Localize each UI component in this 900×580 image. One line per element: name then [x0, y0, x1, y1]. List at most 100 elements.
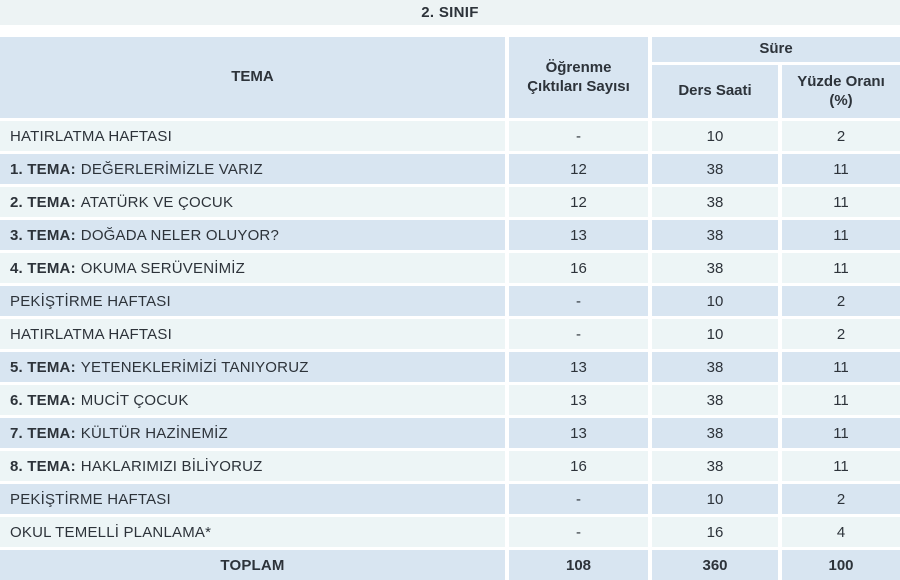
- table-row: 8. TEMA: HAKLARIMIZI BİLİYORUZ 16 38 11: [0, 451, 900, 481]
- ders-saati-cell: 38: [652, 451, 778, 481]
- column-header-tema: TEMA: [0, 37, 505, 118]
- tema-number-prefix: 2. TEMA:: [10, 193, 76, 211]
- yuzde-orani-cell: 11: [782, 253, 900, 283]
- ders-saati-cell: 38: [652, 352, 778, 382]
- ders-saati-cell: 38: [652, 220, 778, 250]
- tema-label: DOĞADA NELER OLUYOR?: [80, 226, 280, 244]
- tema-label: TOPLAM: [220, 556, 285, 574]
- table-row: PEKİŞTİRME HAFTASI - 10 2: [0, 286, 900, 316]
- table-row: OKUL TEMELLİ PLANLAMA* - 16 4: [0, 517, 900, 547]
- table-row: 2. TEMA: ATATÜRK VE ÇOCUK 12 38 11: [0, 187, 900, 217]
- tema-number-prefix: 4. TEMA:: [10, 259, 76, 277]
- tema-label: ATATÜRK VE ÇOCUK: [80, 193, 234, 211]
- yuzde-orani-cell: 11: [782, 418, 900, 448]
- outcomes-count-cell: 16: [509, 253, 648, 283]
- outcomes-count-cell: 13: [509, 220, 648, 250]
- tema-number-prefix: 8. TEMA:: [10, 457, 76, 475]
- tema-number-prefix: 5. TEMA:: [10, 358, 76, 376]
- outcomes-header-line1: Öğrenme: [545, 58, 612, 76]
- tema-cell: PEKİŞTİRME HAFTASI: [0, 286, 505, 316]
- ders-saati-cell: 38: [652, 253, 778, 283]
- table-body: HATIRLATMA HAFTASI - 10 2 1. TEMA: DEĞER…: [0, 121, 900, 580]
- yuzde-orani-cell: 100: [782, 550, 900, 580]
- table-row: 1. TEMA: DEĞERLERİMİZLE VARIZ 12 38 11: [0, 154, 900, 184]
- ders-saati-cell: 10: [652, 286, 778, 316]
- yuzde-header-line2: (%): [829, 91, 853, 109]
- tema-label: HATIRLATMA HAFTASI: [10, 127, 172, 145]
- yuzde-orani-cell: 11: [782, 187, 900, 217]
- tema-cell: 6. TEMA: MUCİT ÇOCUK: [0, 385, 505, 415]
- ders-saati-cell: 10: [652, 484, 778, 514]
- table-row: HATIRLATMA HAFTASI - 10 2: [0, 319, 900, 349]
- yuzde-orani-cell: 11: [782, 154, 900, 184]
- ders-saati-cell: 38: [652, 187, 778, 217]
- table-row: 7. TEMA: KÜLTÜR HAZİNEMİZ 13 38 11: [0, 418, 900, 448]
- column-group-sure: Süre Ders Saati Yüzde Oranı (%): [652, 37, 900, 118]
- tema-cell: HATIRLATMA HAFTASI: [0, 121, 505, 151]
- outcomes-count-cell: 108: [509, 550, 648, 580]
- table-row: PEKİŞTİRME HAFTASI - 10 2: [0, 484, 900, 514]
- ders-saati-cell: 38: [652, 154, 778, 184]
- yuzde-header-line1: Yüzde Oranı: [797, 72, 885, 90]
- yuzde-orani-cell: 2: [782, 286, 900, 316]
- ders-saati-cell: 10: [652, 319, 778, 349]
- outcomes-count-cell: 13: [509, 418, 648, 448]
- outcomes-count-cell: 12: [509, 154, 648, 184]
- column-header-sure: Süre: [652, 37, 900, 63]
- tema-number-prefix: 3. TEMA:: [10, 226, 76, 244]
- tema-cell: 2. TEMA: ATATÜRK VE ÇOCUK: [0, 187, 505, 217]
- table-row: 5. TEMA: YETENEKLERİMİZİ TANIYORUZ 13 38…: [0, 352, 900, 382]
- tema-cell: 1. TEMA: DEĞERLERİMİZLE VARIZ: [0, 154, 505, 184]
- tema-label: HATIRLATMA HAFTASI: [10, 325, 172, 343]
- tema-label: DEĞERLERİMİZLE VARIZ: [80, 160, 263, 178]
- column-header-yuzde-orani: Yüzde Oranı (%): [782, 65, 900, 118]
- yuzde-orani-cell: 2: [782, 319, 900, 349]
- table-header: TEMA Öğrenme Çıktıları Sayısı Süre Ders …: [0, 37, 900, 118]
- outcomes-count-cell: -: [509, 319, 648, 349]
- table-row: TOPLAM 108 360 100: [0, 550, 900, 580]
- tema-label: HAKLARIMIZI BİLİYORUZ: [80, 457, 263, 475]
- tema-cell: 8. TEMA: HAKLARIMIZI BİLİYORUZ: [0, 451, 505, 481]
- outcomes-count-cell: -: [509, 517, 648, 547]
- ders-saati-cell: 10: [652, 121, 778, 151]
- table-row: 4. TEMA: OKUMA SERÜVENİMİZ 16 38 11: [0, 253, 900, 283]
- yuzde-orani-cell: 4: [782, 517, 900, 547]
- outcomes-count-cell: 13: [509, 385, 648, 415]
- page-title: 2. SINIF: [0, 0, 900, 26]
- tema-label: KÜLTÜR HAZİNEMİZ: [80, 424, 228, 442]
- tema-cell: 7. TEMA: KÜLTÜR HAZİNEMİZ: [0, 418, 505, 448]
- outcomes-count-cell: 12: [509, 187, 648, 217]
- tema-label: MUCİT ÇOCUK: [80, 391, 189, 409]
- yuzde-orani-cell: 2: [782, 121, 900, 151]
- outcomes-count-cell: -: [509, 484, 648, 514]
- table-row: 3. TEMA: DOĞADA NELER OLUYOR? 13 38 11: [0, 220, 900, 250]
- tema-label: OKUL TEMELLİ PLANLAMA*: [10, 523, 212, 541]
- outcomes-count-cell: 13: [509, 352, 648, 382]
- tema-cell: 3. TEMA: DOĞADA NELER OLUYOR?: [0, 220, 505, 250]
- tema-cell: HATIRLATMA HAFTASI: [0, 319, 505, 349]
- yuzde-orani-cell: 2: [782, 484, 900, 514]
- tema-label: YETENEKLERİMİZİ TANIYORUZ: [80, 358, 309, 376]
- outcomes-count-cell: -: [509, 121, 648, 151]
- tema-number-prefix: 1. TEMA:: [10, 160, 76, 178]
- tema-cell: 5. TEMA: YETENEKLERİMİZİ TANIYORUZ: [0, 352, 505, 382]
- tema-number-prefix: 7. TEMA:: [10, 424, 76, 442]
- column-header-outcomes: Öğrenme Çıktıları Sayısı: [509, 37, 648, 118]
- tema-number-prefix: 6. TEMA:: [10, 391, 76, 409]
- table-row: HATIRLATMA HAFTASI - 10 2: [0, 121, 900, 151]
- outcomes-header-line2: Çıktıları Sayısı: [527, 77, 630, 95]
- yuzde-orani-cell: 11: [782, 451, 900, 481]
- yuzde-orani-cell: 11: [782, 352, 900, 382]
- tema-cell: TOPLAM: [0, 550, 505, 580]
- outcomes-count-cell: -: [509, 286, 648, 316]
- title-divider: [0, 25, 900, 38]
- outcomes-count-cell: 16: [509, 451, 648, 481]
- tema-cell: PEKİŞTİRME HAFTASI: [0, 484, 505, 514]
- tema-label: PEKİŞTİRME HAFTASI: [10, 490, 171, 508]
- yuzde-orani-cell: 11: [782, 385, 900, 415]
- ders-saati-cell: 360: [652, 550, 778, 580]
- ders-saati-cell: 16: [652, 517, 778, 547]
- ders-saati-cell: 38: [652, 418, 778, 448]
- sure-subheaders: Ders Saati Yüzde Oranı (%): [652, 65, 900, 118]
